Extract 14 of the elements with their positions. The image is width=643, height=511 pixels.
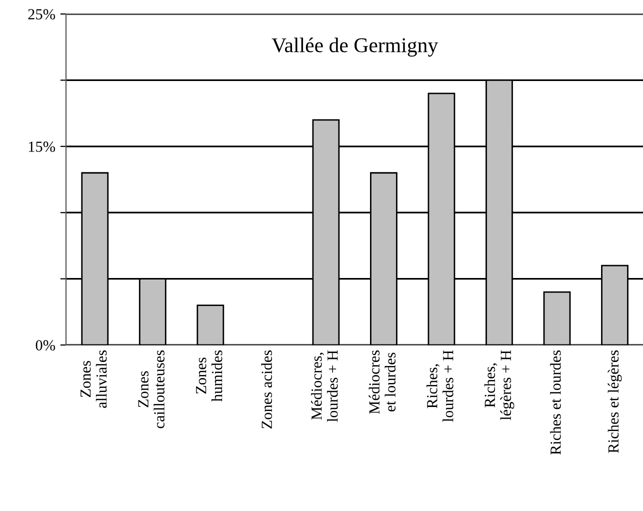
- x-tick-label: Riches, lourdes + H: [426, 350, 454, 422]
- x-tick-label: Riches et légères: [608, 350, 622, 453]
- x-tick-label: Zones acides: [261, 350, 272, 428]
- x-tick-label: Médiocres, lourdes + H: [311, 350, 338, 422]
- y-tick-label: 25%: [28, 9, 56, 20]
- x-tick-label: Riches, légères + H: [484, 350, 514, 420]
- x-tick-label: Médiocres et lourdes: [368, 350, 396, 414]
- x-tick-label: Riches et lourdes: [550, 350, 561, 455]
- text: Vallée de Germigny: [272, 38, 438, 57]
- y-tick-label: 15%: [28, 142, 56, 152]
- x-tick-label: Zones caillouteuses: [138, 350, 164, 428]
- x-tick-label: Zones alluviales: [80, 350, 107, 408]
- y-tick-label: 0%: [36, 340, 56, 350]
- x-tick-label: Zones humides: [196, 350, 222, 402]
